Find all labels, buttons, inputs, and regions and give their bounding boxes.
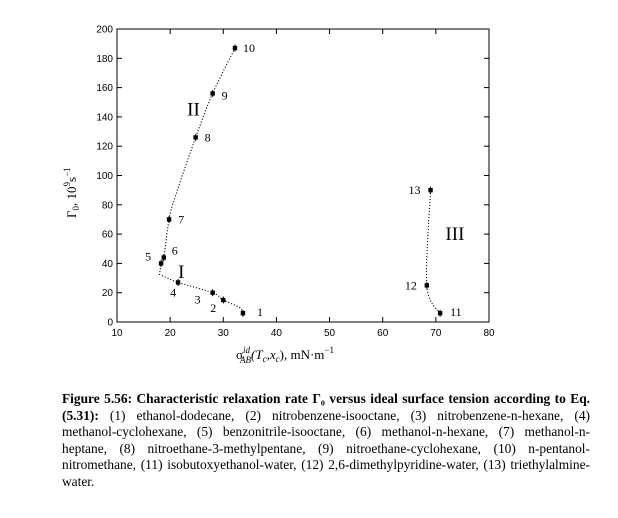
data-point-8 bbox=[193, 135, 198, 140]
point-label-9: 9 bbox=[222, 88, 228, 102]
caption-text: (1) ethanol-dodecane, (2) nitrobenzene-i… bbox=[62, 407, 590, 489]
y-tick-label: 80 bbox=[102, 200, 114, 211]
point-label-8: 8 bbox=[205, 130, 211, 144]
data-point-12 bbox=[424, 283, 430, 288]
y-tick-label: 20 bbox=[102, 288, 114, 299]
data-point-4 bbox=[175, 280, 181, 285]
point-label-13: 13 bbox=[409, 183, 421, 197]
point-label-12: 12 bbox=[405, 278, 417, 292]
data-point-13 bbox=[428, 187, 433, 193]
y-tick-label: 0 bbox=[107, 318, 113, 329]
y-tick-label: 180 bbox=[96, 54, 113, 65]
x-tick-label: 80 bbox=[483, 328, 495, 339]
x-axis-label: σid AB(Tc,xc), mN·m−1 bbox=[236, 345, 334, 365]
y-axis-label: Γ0, 109s−1 bbox=[62, 167, 81, 218]
data-point-2 bbox=[221, 297, 226, 303]
x-tick-label: 20 bbox=[165, 328, 177, 339]
y-tick-label: 100 bbox=[96, 171, 113, 182]
data-point-7 bbox=[166, 217, 172, 222]
data-point-3 bbox=[210, 290, 215, 295]
point-label-4: 4 bbox=[170, 285, 176, 299]
ticks: 10 20 30 40 50 60 70 80 0 20 40 60 80 100 120 140 160 180… bbox=[96, 25, 495, 340]
data-point-9 bbox=[210, 91, 215, 96]
y-tick-label: 200 bbox=[96, 25, 113, 36]
fit-curve-III bbox=[426, 190, 441, 314]
figure-caption: Figure 5.56: Characteristic relaxation r… bbox=[62, 391, 590, 491]
axes bbox=[116, 28, 490, 323]
point-label-1: 1 bbox=[257, 305, 263, 319]
group-label-III: III bbox=[445, 224, 464, 245]
point-label-7: 7 bbox=[178, 212, 184, 226]
fit-curves bbox=[159, 47, 441, 314]
group-label-II: II bbox=[187, 99, 200, 120]
y-tick-label: 60 bbox=[102, 230, 114, 241]
data-point-6 bbox=[161, 255, 166, 260]
x-tick-label: 60 bbox=[377, 328, 389, 339]
point-label-10: 10 bbox=[243, 41, 255, 55]
chart: 10 20 30 40 50 60 70 80 0 20 40 60 80 100 120 140 160 180… bbox=[62, 25, 495, 366]
x-tick-label: 40 bbox=[271, 328, 283, 339]
point-label-2: 2 bbox=[210, 301, 216, 315]
fit-curve-II bbox=[159, 47, 236, 276]
x-tick-label: 70 bbox=[430, 328, 442, 339]
y-tick-label: 160 bbox=[96, 83, 113, 94]
y-tick-label: 120 bbox=[96, 142, 113, 153]
point-label-6: 6 bbox=[172, 244, 178, 258]
caption-title: Figure 5.56: Characteristic relaxation r… bbox=[62, 391, 590, 423]
y-tick-label: 140 bbox=[96, 112, 113, 123]
point-label-3: 3 bbox=[195, 293, 201, 307]
group-label-I: I bbox=[178, 262, 184, 283]
x-tick-label: 30 bbox=[218, 328, 230, 339]
data-point-10 bbox=[232, 45, 238, 51]
y-tick-label: 40 bbox=[102, 259, 114, 270]
x-tick-label: 10 bbox=[111, 328, 123, 339]
data-point-1 bbox=[240, 311, 246, 316]
point-label-11: 11 bbox=[450, 305, 462, 319]
data-point-5 bbox=[158, 261, 164, 266]
point-label-5: 5 bbox=[145, 249, 151, 263]
data-point-11 bbox=[437, 311, 443, 316]
plot-frame bbox=[116, 28, 490, 323]
x-tick-label: 50 bbox=[324, 328, 336, 339]
data-points bbox=[158, 44, 443, 317]
